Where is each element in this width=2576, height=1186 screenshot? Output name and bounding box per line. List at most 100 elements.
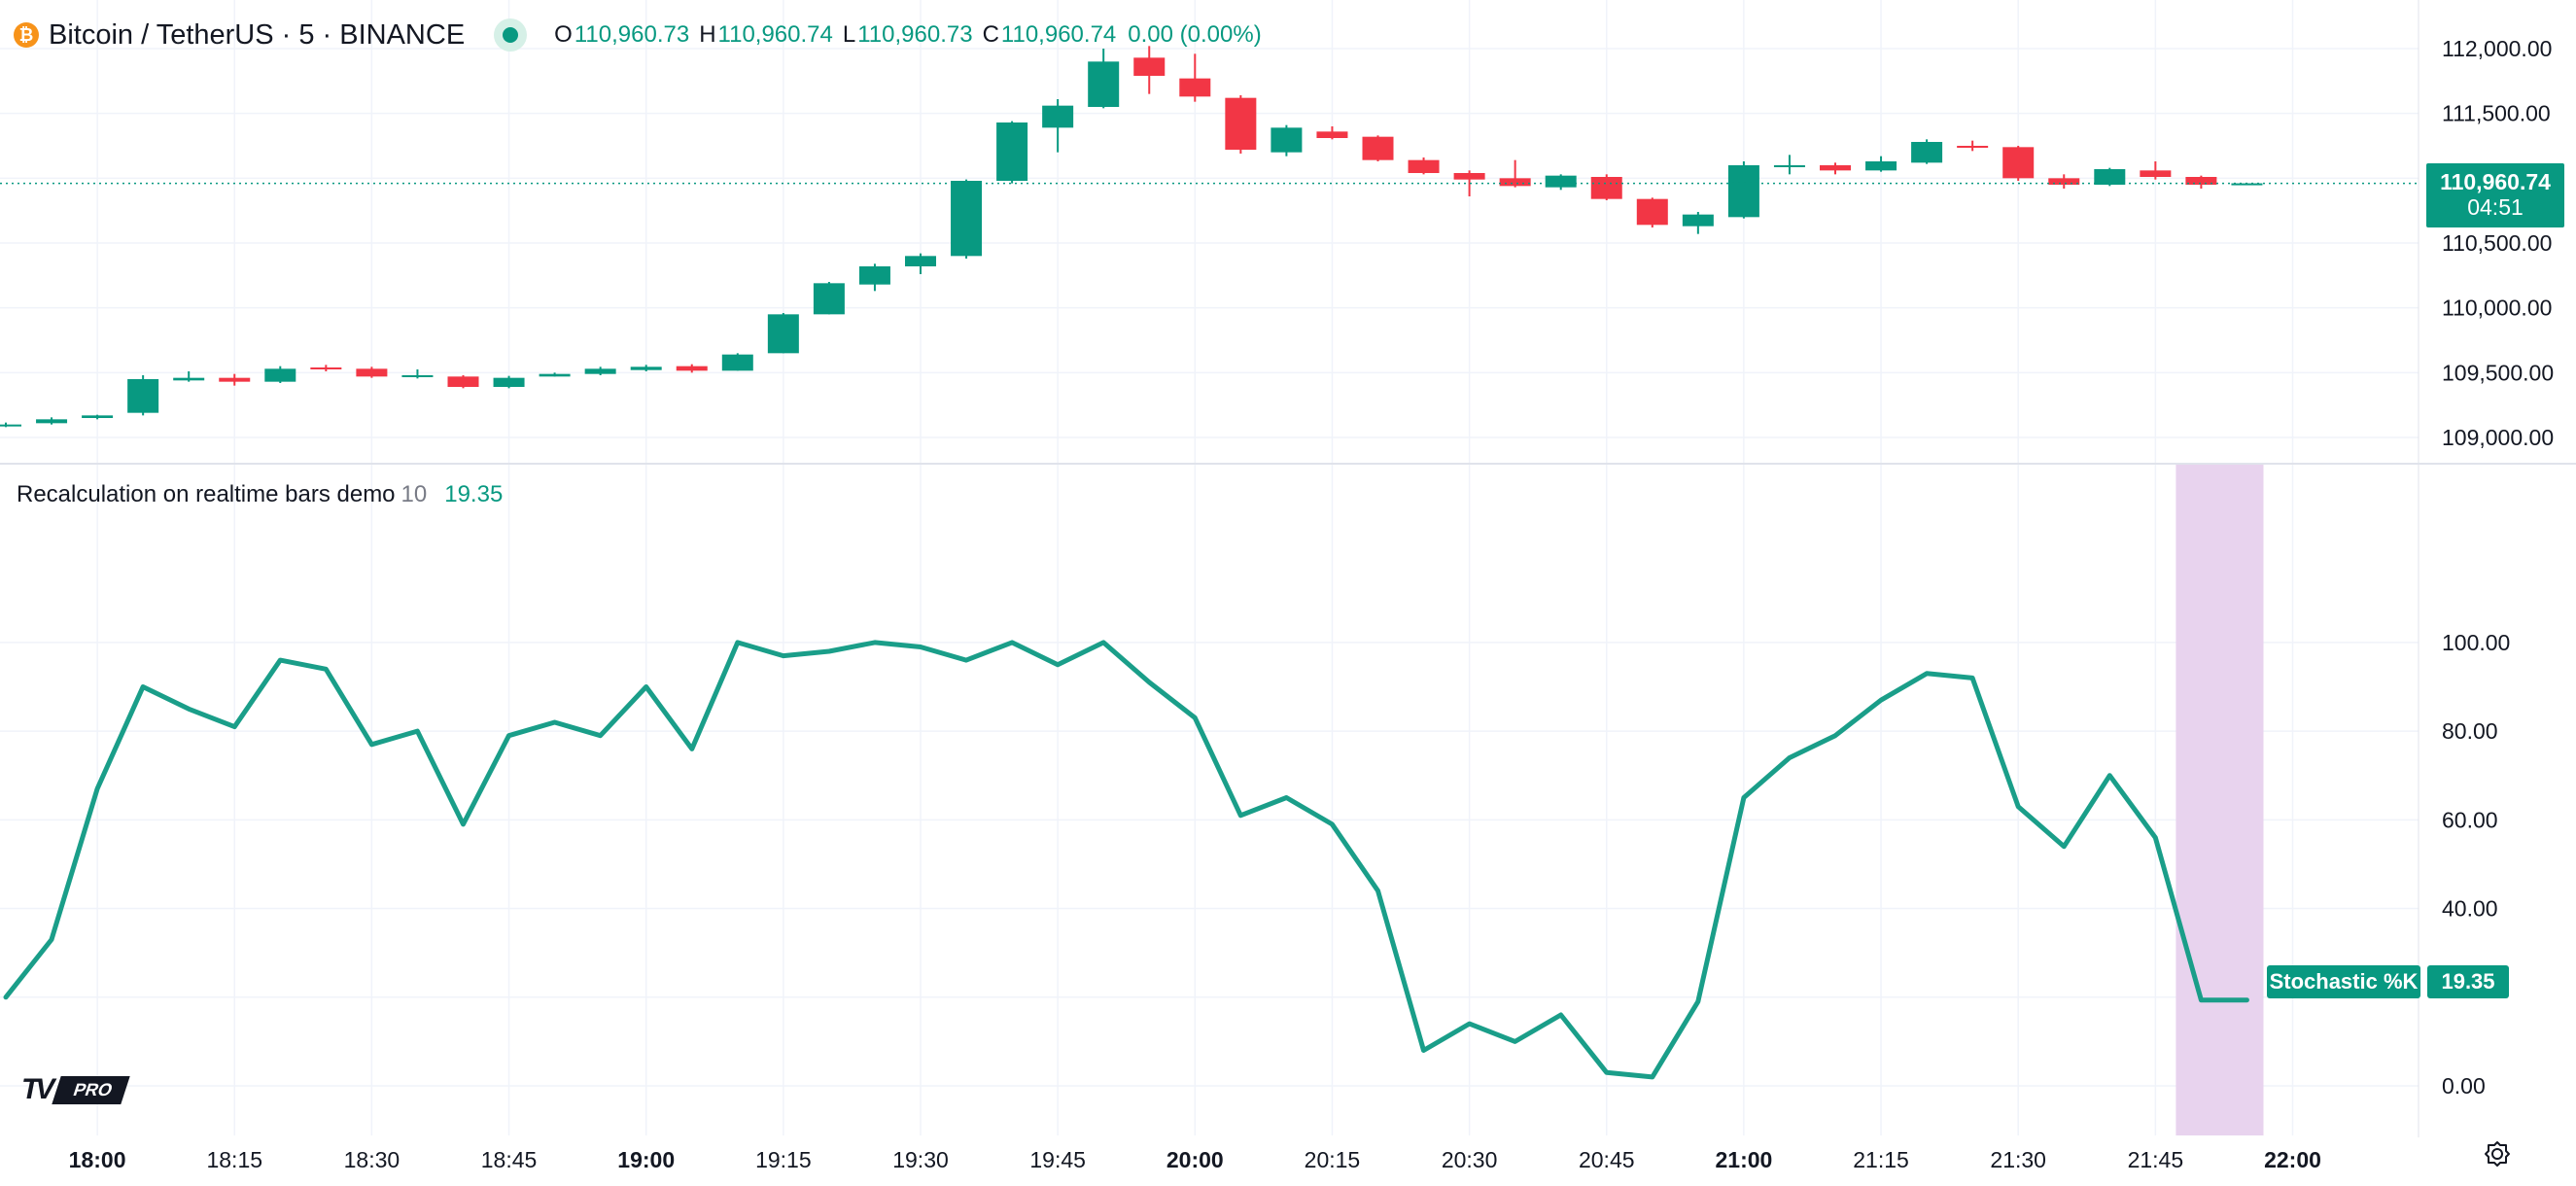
market-status-icon[interactable] bbox=[494, 18, 528, 52]
candle[interactable] bbox=[951, 179, 983, 259]
time-tick-label: 18:30 bbox=[344, 1147, 400, 1172]
candle-body bbox=[0, 424, 21, 427]
candlestick-series[interactable] bbox=[0, 46, 2263, 428]
time-tick-label: 21:15 bbox=[1853, 1147, 1909, 1172]
candle-body bbox=[584, 368, 616, 374]
time-tick-label: 21:45 bbox=[2128, 1147, 2184, 1172]
candle[interactable] bbox=[584, 366, 616, 375]
close-label: C bbox=[982, 21, 999, 48]
candle[interactable] bbox=[2140, 161, 2172, 180]
last-price-value: 110,960.74 bbox=[2440, 169, 2551, 194]
candle-body bbox=[1820, 165, 1851, 171]
candle[interactable] bbox=[1179, 53, 1211, 102]
candle[interactable] bbox=[1545, 174, 1577, 191]
candle[interactable] bbox=[82, 414, 114, 420]
candle-body bbox=[2094, 169, 2126, 185]
indicator-value: 19.35 bbox=[444, 481, 504, 507]
candle[interactable] bbox=[630, 365, 662, 371]
candle-body bbox=[1179, 78, 1211, 97]
candle-body bbox=[1316, 131, 1348, 138]
indicator-header[interactable]: Recalculation on realtime bars demo 10 19.… bbox=[17, 481, 503, 508]
candle-body bbox=[1911, 142, 1943, 163]
candle[interactable] bbox=[1453, 170, 1485, 196]
symbol-title[interactable]: Bitcoin / TetherUS · 5 · BINANCE bbox=[49, 18, 466, 51]
stochastic-tick-label: 40.00 bbox=[2442, 896, 2498, 922]
candle[interactable] bbox=[310, 365, 342, 371]
candle[interactable] bbox=[1957, 140, 1989, 152]
candle-body bbox=[1590, 177, 1622, 199]
candle[interactable] bbox=[1133, 46, 1166, 94]
candle-body bbox=[1271, 127, 1303, 153]
time-tick-label: 19:15 bbox=[755, 1147, 812, 1172]
candle-body bbox=[36, 419, 68, 424]
candle[interactable] bbox=[127, 375, 159, 416]
candle[interactable] bbox=[2185, 175, 2217, 189]
stochastic-tick-label: 0.00 bbox=[2442, 1073, 2486, 1099]
candle-body bbox=[539, 373, 571, 377]
stochastic-series[interactable] bbox=[3, 640, 2249, 1080]
candle[interactable] bbox=[36, 417, 68, 425]
stochastic-tick-label: 80.00 bbox=[2442, 718, 2498, 744]
axes: 109,000.00 109,500.00 110,000.00 110,500.00… bbox=[0, 36, 2554, 1172]
settings-gear-icon[interactable] bbox=[2483, 1139, 2512, 1169]
candle[interactable] bbox=[767, 313, 799, 354]
candle[interactable] bbox=[676, 364, 708, 373]
candle-body bbox=[1499, 178, 1531, 187]
candle[interactable] bbox=[1911, 139, 1943, 164]
candle[interactable] bbox=[447, 375, 479, 389]
candle-body bbox=[1088, 61, 1120, 107]
symbol-header: ₿ Bitcoin / TetherUS · 5 · BINANCE O110,… bbox=[14, 16, 1262, 54]
candle[interactable] bbox=[2048, 174, 2080, 189]
candle[interactable] bbox=[813, 282, 845, 315]
high-label: H bbox=[699, 21, 716, 48]
tradingview-logo[interactable]: TV PRO bbox=[21, 1073, 131, 1105]
candle[interactable] bbox=[1316, 126, 1348, 140]
candle[interactable] bbox=[1408, 157, 1440, 175]
candle-body bbox=[721, 354, 753, 371]
candle[interactable] bbox=[1820, 162, 1851, 175]
candle[interactable] bbox=[264, 366, 296, 383]
candle[interactable] bbox=[219, 373, 251, 386]
candle[interactable] bbox=[858, 263, 890, 292]
indicator-name[interactable]: Recalculation on realtime bars demo bbox=[17, 481, 396, 507]
time-tick-label: 18:45 bbox=[481, 1147, 538, 1172]
candle[interactable] bbox=[356, 366, 388, 378]
price-tick-label: 109,000.00 bbox=[2442, 425, 2554, 450]
candle[interactable] bbox=[996, 121, 1028, 184]
candle-body bbox=[2185, 177, 2217, 185]
candle[interactable] bbox=[1271, 124, 1303, 157]
time-tick-label: 21:30 bbox=[1990, 1147, 2046, 1172]
candle[interactable] bbox=[721, 353, 753, 371]
candle[interactable] bbox=[1042, 99, 1074, 153]
candle[interactable] bbox=[1362, 135, 1394, 161]
candle[interactable] bbox=[905, 253, 936, 274]
candle-body bbox=[310, 367, 342, 369]
candle[interactable] bbox=[401, 369, 434, 379]
candle[interactable] bbox=[1088, 49, 1120, 109]
price-tick-label: 111,500.00 bbox=[2442, 101, 2551, 126]
candle[interactable] bbox=[1590, 174, 1622, 200]
stochastic-k-line[interactable] bbox=[3, 640, 2249, 1080]
candle[interactable] bbox=[1225, 95, 1257, 154]
candle-body bbox=[2002, 147, 2035, 179]
candle[interactable] bbox=[1682, 212, 1714, 234]
candle[interactable] bbox=[2094, 167, 2126, 187]
candle[interactable] bbox=[1773, 155, 1805, 175]
candle-body bbox=[2140, 170, 2172, 177]
candle-body bbox=[1957, 146, 1989, 148]
candle[interactable] bbox=[2002, 146, 2035, 181]
candle[interactable] bbox=[493, 375, 525, 389]
candle[interactable] bbox=[1865, 156, 1897, 172]
candle[interactable] bbox=[0, 422, 21, 428]
candle[interactable] bbox=[1499, 159, 1531, 188]
candle[interactable] bbox=[1636, 197, 1668, 227]
time-tick-label: 20:30 bbox=[1442, 1147, 1498, 1172]
stochastic-tag-value: 19.35 bbox=[2427, 965, 2509, 998]
stochastic-tick-label: 100.00 bbox=[2442, 630, 2510, 655]
candle-body bbox=[127, 379, 159, 413]
candle[interactable] bbox=[173, 371, 205, 382]
candle-body bbox=[356, 368, 388, 377]
candle[interactable] bbox=[1727, 161, 1759, 219]
candle[interactable] bbox=[539, 372, 571, 377]
